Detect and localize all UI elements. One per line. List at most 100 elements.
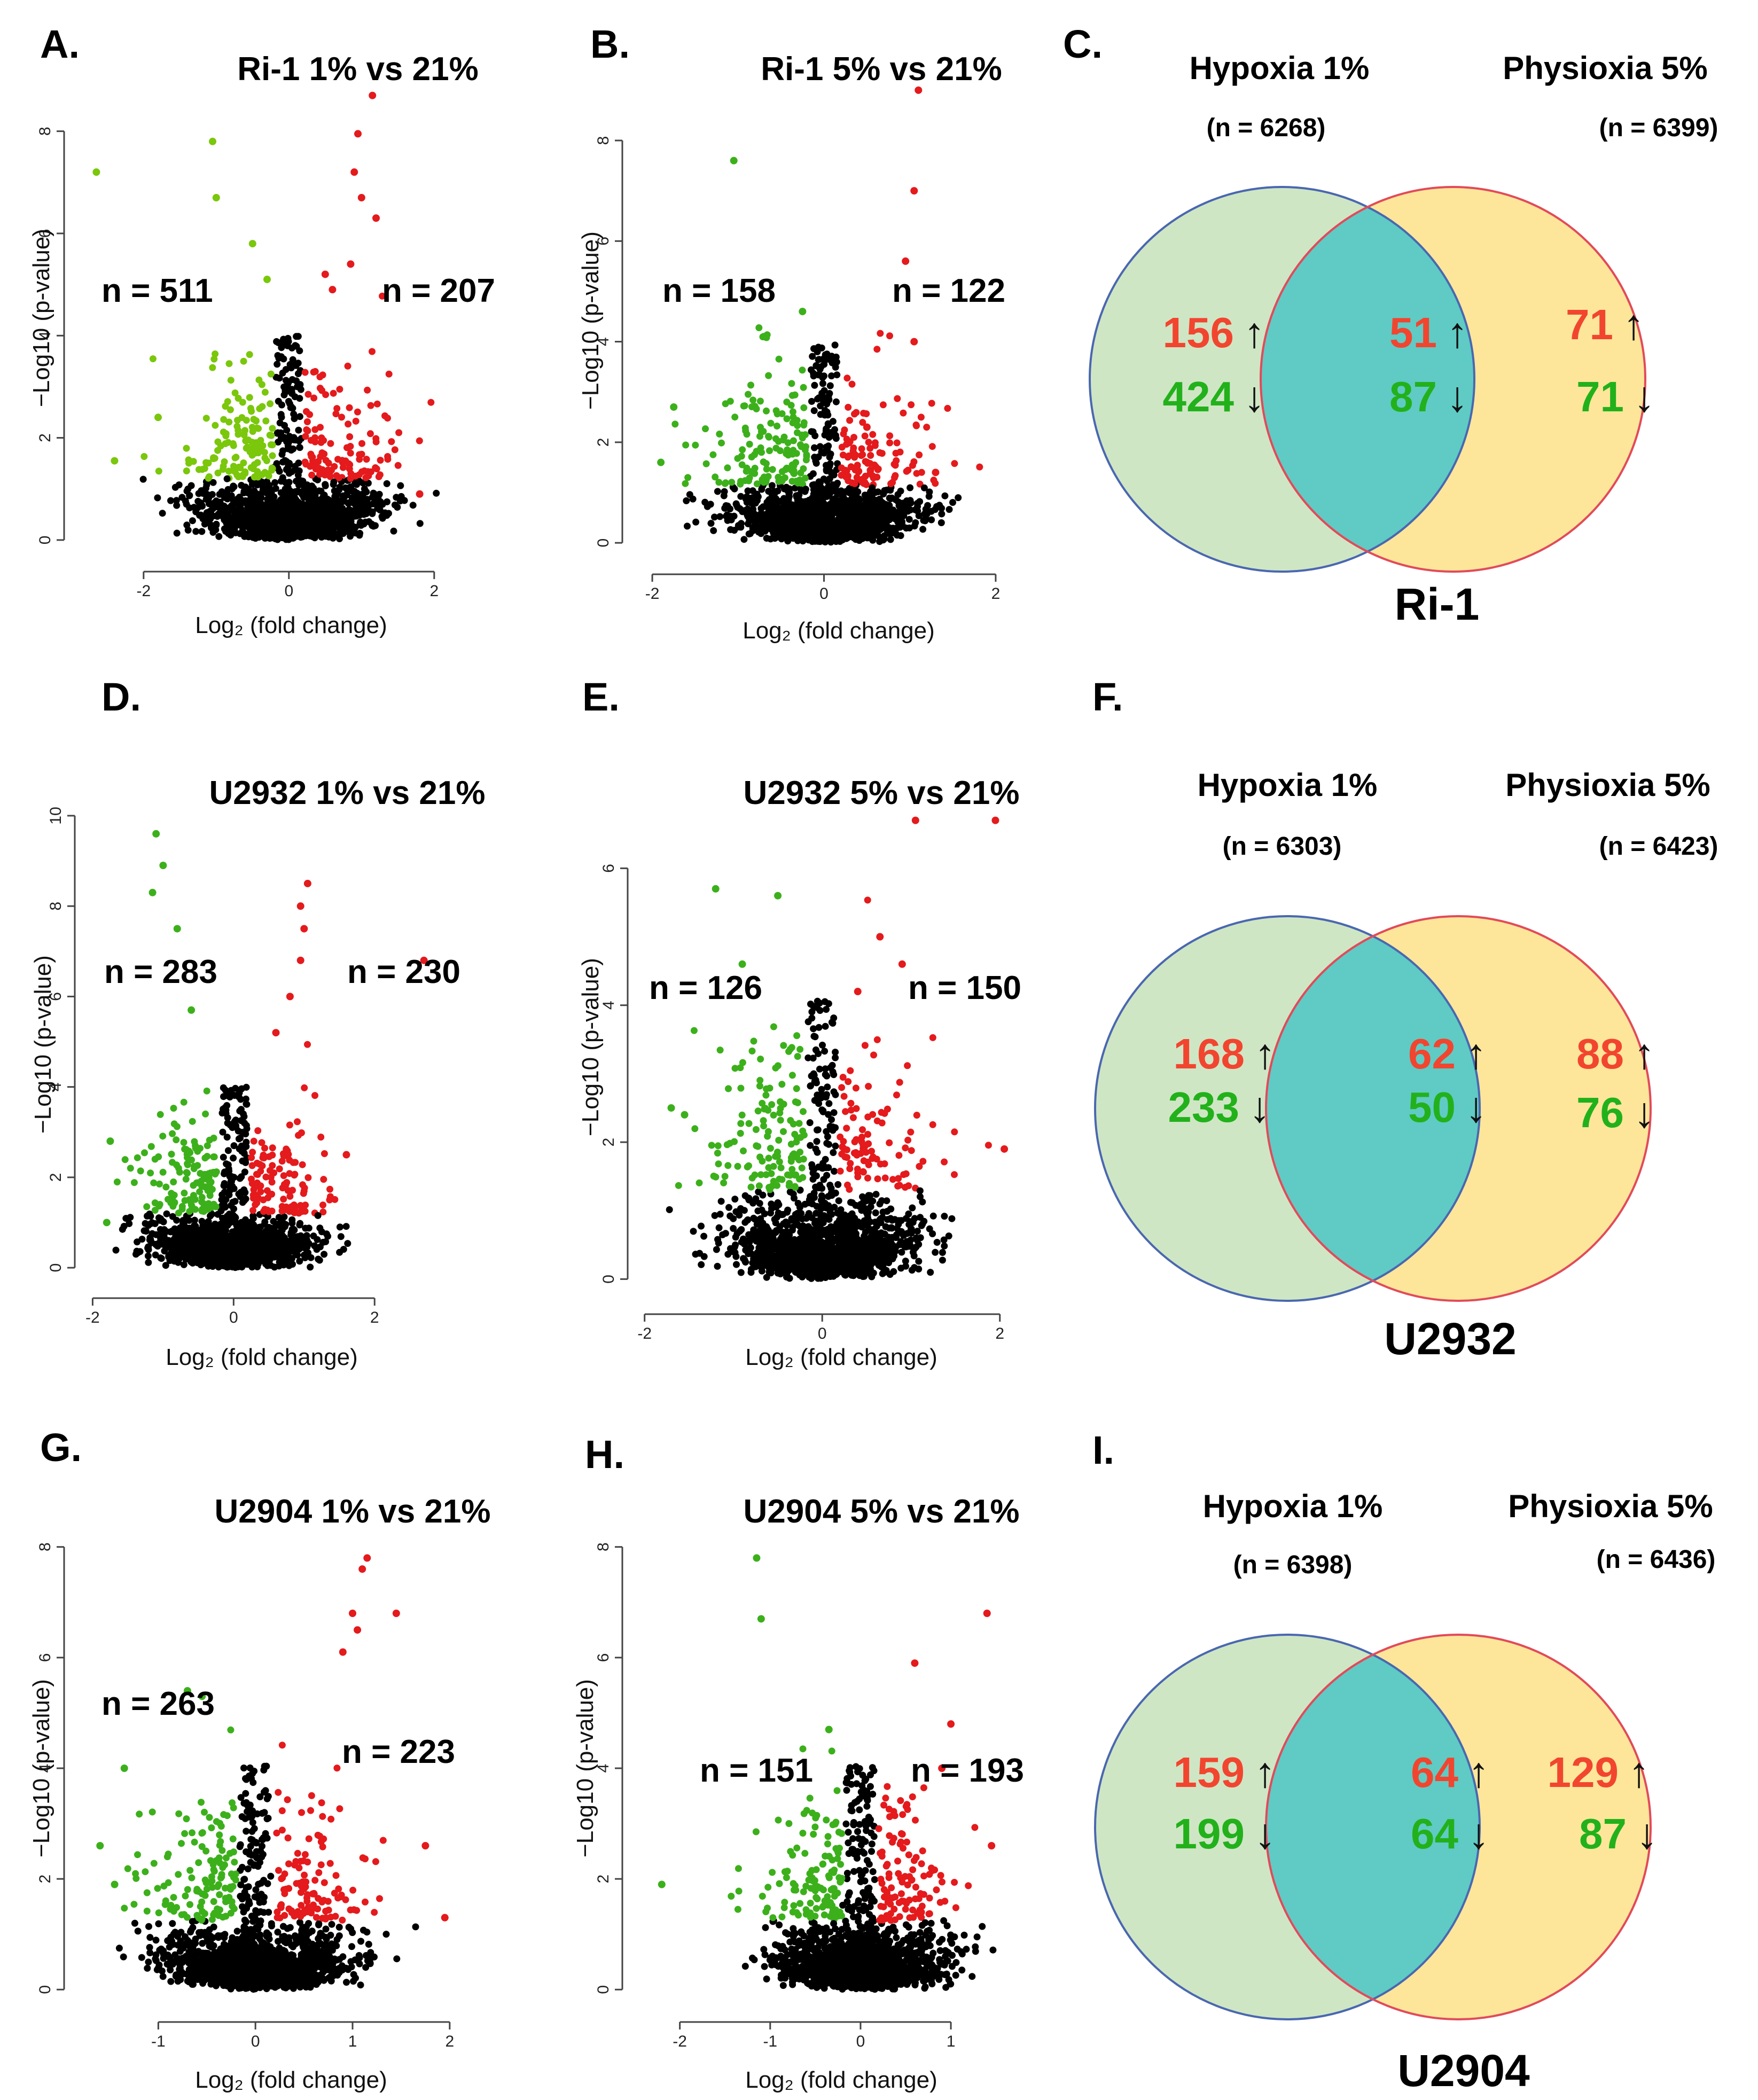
point (858, 515, 866, 522)
point (916, 451, 923, 458)
panel-letter: A. (40, 22, 80, 66)
point (764, 473, 772, 480)
point (359, 479, 366, 487)
plot-title: Ri-1 1% vs 21% (237, 51, 478, 88)
point (339, 505, 346, 513)
point (913, 422, 920, 430)
point (246, 529, 253, 537)
point (253, 1229, 260, 1236)
point (740, 536, 748, 543)
point (944, 404, 951, 412)
point (331, 487, 338, 495)
point (897, 514, 904, 522)
point (812, 459, 820, 467)
point (282, 366, 290, 373)
point (240, 1113, 248, 1120)
x-tick-label: -2 (85, 1309, 100, 1326)
point (322, 482, 329, 489)
point (357, 518, 364, 526)
point (367, 508, 374, 516)
point (832, 504, 839, 512)
point (903, 525, 910, 532)
point (684, 474, 692, 481)
point (221, 458, 228, 465)
point (113, 1178, 121, 1185)
point (864, 458, 871, 466)
x-tick-label: 0 (284, 582, 293, 600)
point (760, 479, 768, 486)
point (222, 1196, 230, 1203)
point (811, 444, 818, 451)
point (182, 1175, 190, 1183)
point (238, 1142, 245, 1150)
point (149, 355, 157, 363)
point (349, 528, 356, 535)
point (772, 444, 780, 452)
y-tick-label: 8 (36, 127, 54, 136)
point (302, 491, 309, 499)
point (955, 494, 962, 502)
point (281, 421, 288, 429)
point (775, 355, 783, 363)
point (246, 394, 253, 401)
point (279, 500, 286, 508)
point (224, 1119, 231, 1127)
point (285, 379, 292, 386)
point (269, 1227, 276, 1234)
point (755, 324, 763, 331)
point (908, 401, 915, 409)
point (255, 1237, 263, 1245)
point (808, 428, 815, 435)
point (311, 506, 318, 514)
point (773, 423, 780, 430)
point (248, 408, 255, 415)
point (760, 458, 767, 466)
point (816, 443, 824, 450)
point (259, 1246, 267, 1253)
point-down (730, 157, 738, 165)
point (800, 533, 808, 541)
point (311, 463, 318, 470)
point (773, 533, 781, 541)
point (147, 1236, 154, 1243)
point (201, 490, 208, 497)
point (223, 1213, 231, 1220)
point (756, 433, 763, 440)
point (847, 520, 854, 527)
point (294, 383, 301, 391)
point (319, 1239, 326, 1246)
point (710, 527, 717, 534)
point (810, 407, 818, 415)
point-up (910, 187, 918, 195)
point (280, 355, 287, 363)
point (790, 470, 798, 478)
point (240, 1197, 248, 1204)
point (310, 1232, 317, 1240)
point (269, 452, 276, 459)
point (225, 418, 233, 426)
point-down (111, 457, 119, 465)
point (931, 506, 939, 513)
point (321, 450, 328, 458)
point (885, 526, 893, 533)
point (310, 520, 318, 527)
point (220, 1255, 227, 1262)
point (294, 370, 302, 377)
point-up (329, 286, 337, 294)
point (226, 516, 233, 524)
point (167, 497, 174, 504)
point (812, 510, 819, 517)
point (275, 532, 283, 540)
point (184, 1169, 191, 1177)
point-down (248, 240, 256, 248)
point (343, 524, 350, 530)
point (180, 1139, 187, 1146)
point (221, 1225, 228, 1233)
point (255, 501, 263, 509)
point (794, 537, 801, 544)
point (296, 443, 303, 451)
point (778, 513, 786, 520)
y-tick-label: 8 (47, 902, 65, 911)
x-tick-label: 2 (991, 585, 1001, 603)
point (783, 415, 791, 423)
